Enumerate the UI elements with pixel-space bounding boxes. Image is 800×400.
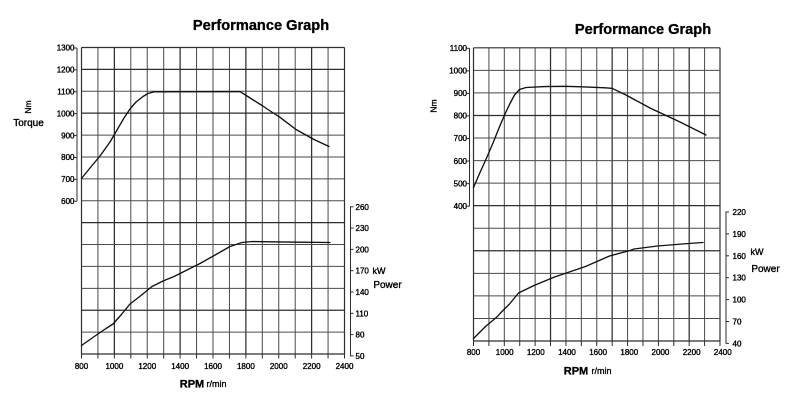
svg-text:500: 500 [454,179,468,188]
svg-text:Power: Power [751,264,780,275]
svg-text:2000: 2000 [270,362,288,371]
svg-text:200: 200 [356,245,370,254]
svg-text:1000: 1000 [449,67,467,76]
svg-text:100: 100 [733,296,747,305]
svg-text:800: 800 [61,153,75,162]
svg-text:Performance Graph: Performance Graph [193,18,329,34]
svg-text:1000: 1000 [496,348,514,357]
svg-text:1200: 1200 [57,66,75,75]
svg-text:2400: 2400 [714,348,732,357]
svg-text:2200: 2200 [683,348,701,357]
svg-text:190: 190 [733,230,747,239]
svg-text:800: 800 [75,362,89,371]
svg-text:80: 80 [356,331,365,340]
svg-text:RPM: RPM [180,378,204,390]
svg-text:130: 130 [733,274,747,283]
svg-text:600: 600 [61,197,75,206]
svg-text:2000: 2000 [652,348,670,357]
svg-text:170: 170 [356,267,370,276]
svg-text:110: 110 [356,309,369,318]
svg-text:Power: Power [373,280,402,291]
svg-text:1400: 1400 [171,362,189,371]
svg-text:2400: 2400 [336,362,354,371]
svg-text:1100: 1100 [57,87,75,96]
svg-text:1800: 1800 [620,348,638,357]
svg-text:400: 400 [454,202,468,211]
svg-text:900: 900 [61,131,75,140]
svg-text:Nm: Nm [429,99,439,112]
svg-text:Performance Graph: Performance Graph [575,22,711,38]
svg-text:700: 700 [61,175,75,184]
svg-text:220: 220 [733,208,747,217]
svg-text:260: 260 [356,203,370,212]
svg-text:700: 700 [454,134,468,143]
svg-text:Torque: Torque [13,118,44,129]
svg-text:kW: kW [373,266,387,276]
svg-text:1800: 1800 [237,362,255,371]
svg-text:RPM: RPM [564,365,588,377]
svg-text:1400: 1400 [558,348,576,357]
svg-text:1100: 1100 [450,44,468,53]
svg-text:230: 230 [356,224,370,233]
svg-text:kW: kW [751,247,765,257]
svg-text:r/min: r/min [207,379,227,389]
svg-text:600: 600 [454,157,468,166]
svg-text:70: 70 [733,318,742,327]
svg-text:40: 40 [733,339,742,348]
svg-text:1000: 1000 [105,362,123,371]
svg-text:160: 160 [733,252,747,261]
svg-text:140: 140 [356,288,370,297]
svg-text:2200: 2200 [303,362,321,371]
svg-text:Nm: Nm [23,100,33,113]
svg-text:1600: 1600 [204,362,222,371]
svg-text:900: 900 [454,89,468,98]
svg-text:r/min: r/min [592,366,612,376]
svg-text:1200: 1200 [527,348,545,357]
svg-text:1600: 1600 [589,348,607,357]
svg-text:1000: 1000 [57,109,75,118]
svg-text:50: 50 [356,352,365,361]
svg-text:800: 800 [454,112,468,121]
svg-text:1200: 1200 [138,362,156,371]
svg-text:800: 800 [467,348,481,357]
svg-text:1300: 1300 [57,44,75,53]
